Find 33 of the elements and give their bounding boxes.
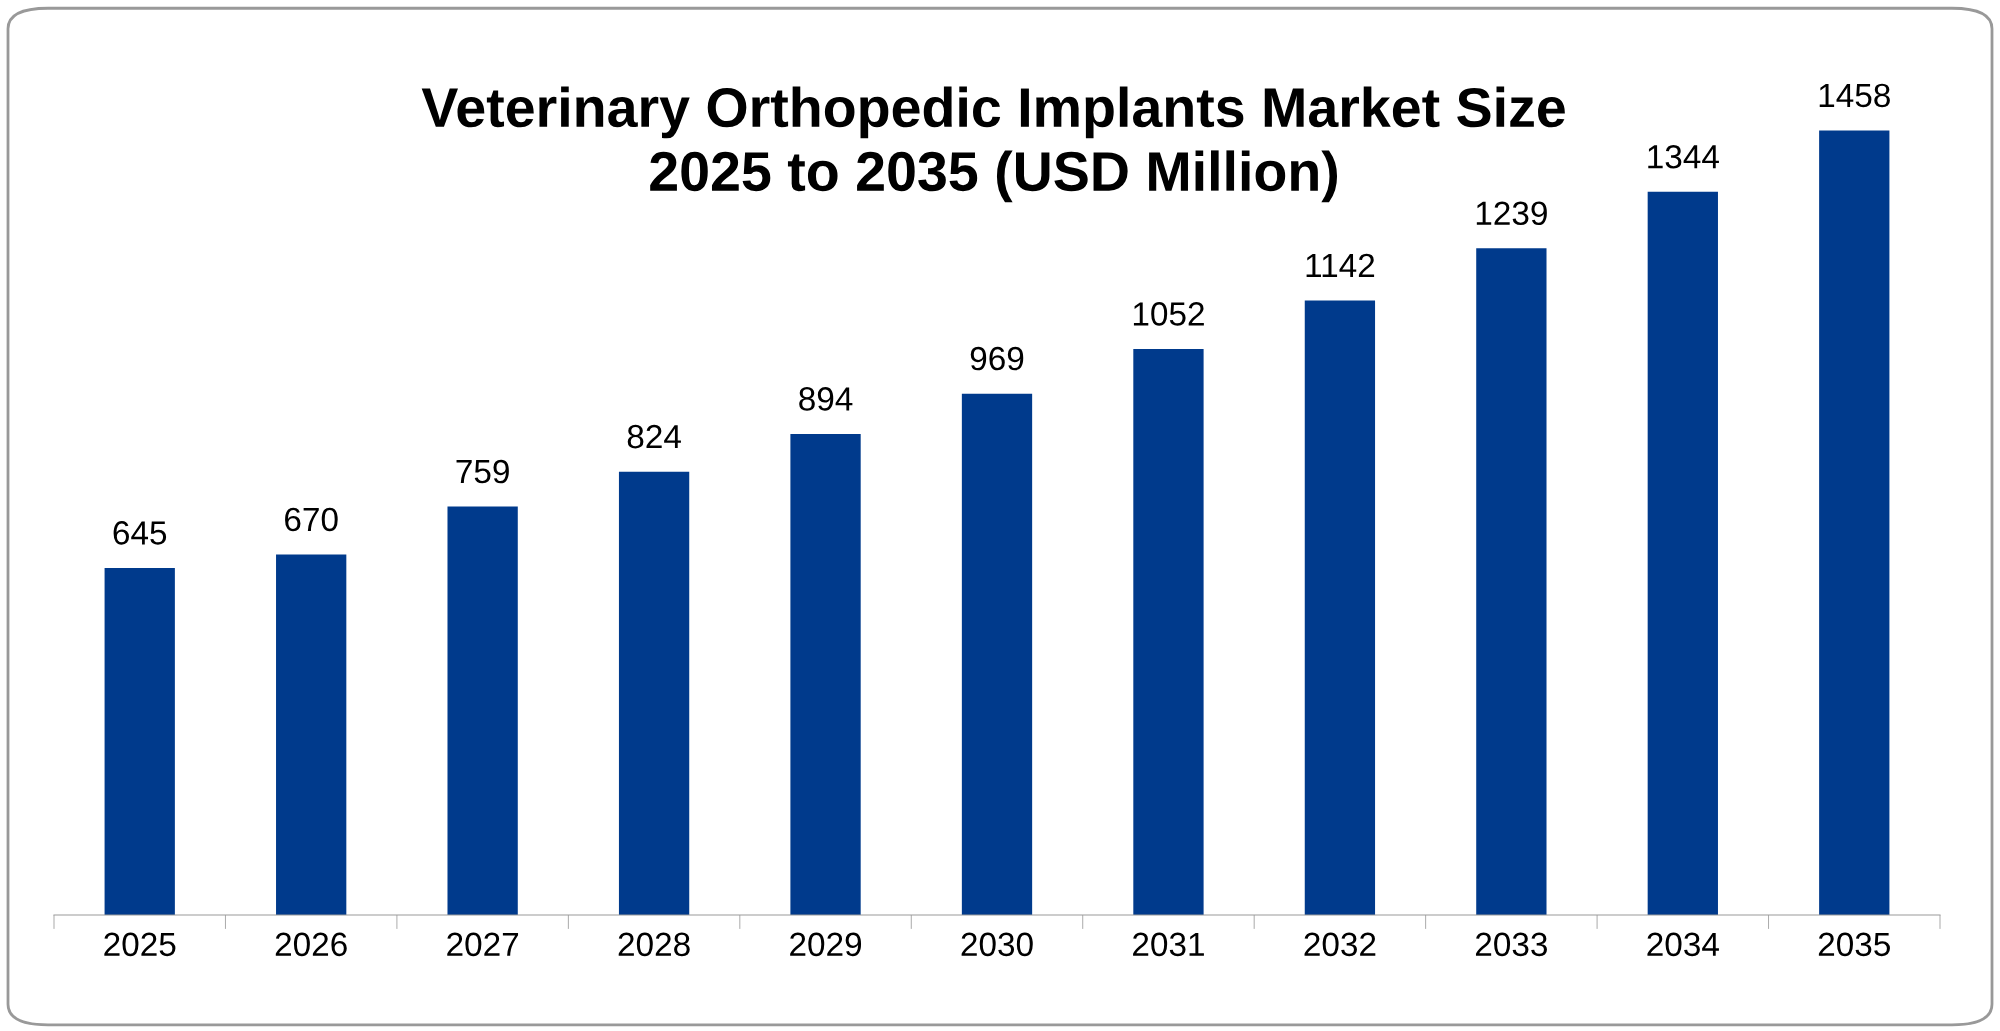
bar [447, 506, 518, 916]
data-label: 1052 [1133, 302, 1204, 326]
x-tick-label: 2033 [1475, 932, 1547, 957]
bar [961, 393, 1033, 916]
x-tick-label: 2031 [1133, 932, 1204, 957]
data-label: 670 [285, 507, 338, 532]
bar [1819, 130, 1890, 916]
data-label: 1344 [1648, 145, 1719, 169]
x-tick-label: 2030 [961, 932, 1033, 957]
x-tick-label: 2026 [275, 932, 347, 957]
x-tick-label: 2032 [1304, 932, 1376, 957]
bar [104, 567, 175, 916]
x-tick-label: 2025 [104, 932, 176, 957]
bar [1133, 348, 1204, 916]
data-label: 824 [627, 424, 681, 449]
data-label: 1458 [1819, 83, 1890, 108]
bar [618, 471, 690, 916]
bar [790, 433, 861, 916]
data-label: 759 [456, 459, 509, 484]
bar [1304, 300, 1376, 916]
data-label: 645 [113, 521, 167, 545]
bar [276, 554, 347, 916]
bar [1476, 248, 1547, 916]
x-tick-label: 2028 [618, 932, 690, 957]
data-label: 1239 [1476, 201, 1547, 226]
x-tick-label: 2027 [447, 932, 519, 957]
bar [1647, 191, 1718, 916]
data-label: 1142 [1306, 253, 1375, 277]
data-label: 894 [799, 387, 853, 411]
x-tick-label: 2035 [1818, 932, 1890, 957]
x-tick-label: 2034 [1647, 932, 1719, 957]
x-tick-label: 2029 [790, 932, 862, 957]
data-label: 969 [970, 346, 1024, 371]
